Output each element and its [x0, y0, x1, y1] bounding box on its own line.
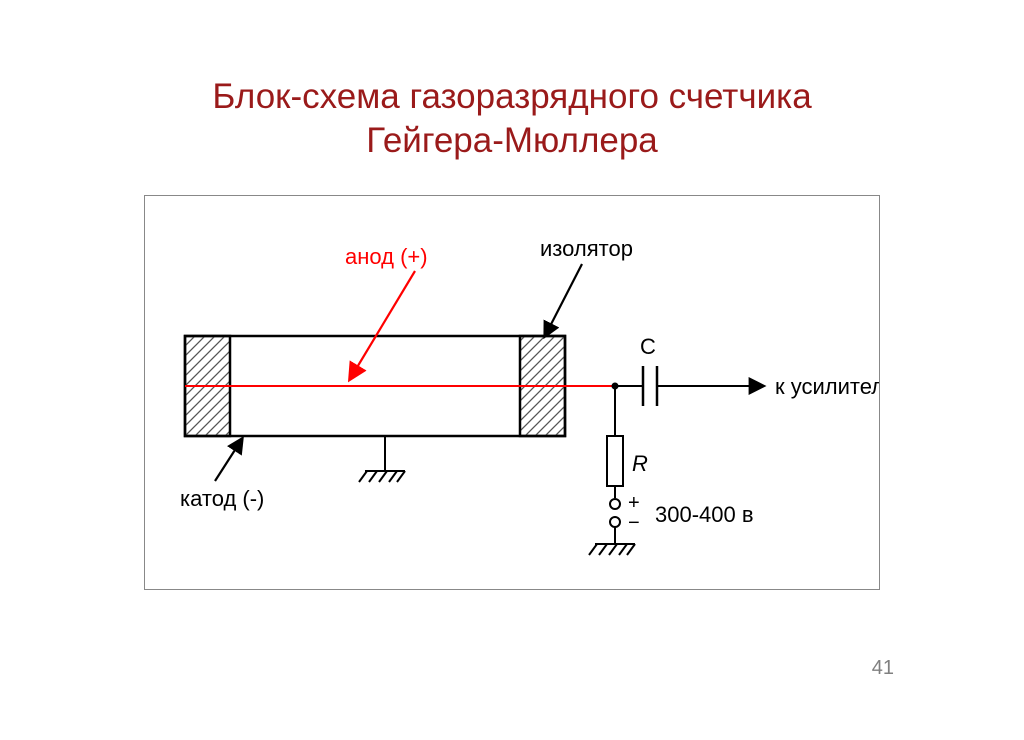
slide-title: Блок-схема газоразрядного счетчика Гейге… — [0, 75, 1024, 163]
insulator-label: изолятор — [540, 236, 633, 261]
terminal-plus — [610, 499, 620, 509]
title-line-2: Гейгера-Мюллера — [366, 121, 658, 160]
resistor-label: R — [632, 451, 648, 476]
title-line-1: Блок-схема газоразрядного счетчика — [212, 77, 811, 116]
resistor — [607, 436, 623, 486]
voltage-label: 300-400 в — [655, 502, 754, 527]
ground-symbol-1 — [359, 471, 405, 482]
diagram-frame: анод (+) изолятор катод (-) — [144, 195, 880, 590]
to-amplifier-label: к усилителю — [775, 374, 879, 399]
minus-sign: − — [628, 512, 640, 534]
page-number: 41 — [872, 657, 894, 680]
cathode-leader — [215, 439, 242, 481]
plus-sign: + — [628, 492, 640, 514]
anode-label: анод (+) — [345, 244, 428, 269]
cathode-label: катод (-) — [180, 486, 264, 511]
slide: Блок-схема газоразрядного счетчика Гейге… — [0, 0, 1024, 740]
ground-symbol-2 — [589, 544, 635, 555]
geiger-diagram: анод (+) изолятор катод (-) — [145, 196, 879, 589]
capacitor-label: C — [640, 334, 656, 359]
terminal-minus — [610, 517, 620, 527]
insulator-leader — [545, 264, 582, 336]
